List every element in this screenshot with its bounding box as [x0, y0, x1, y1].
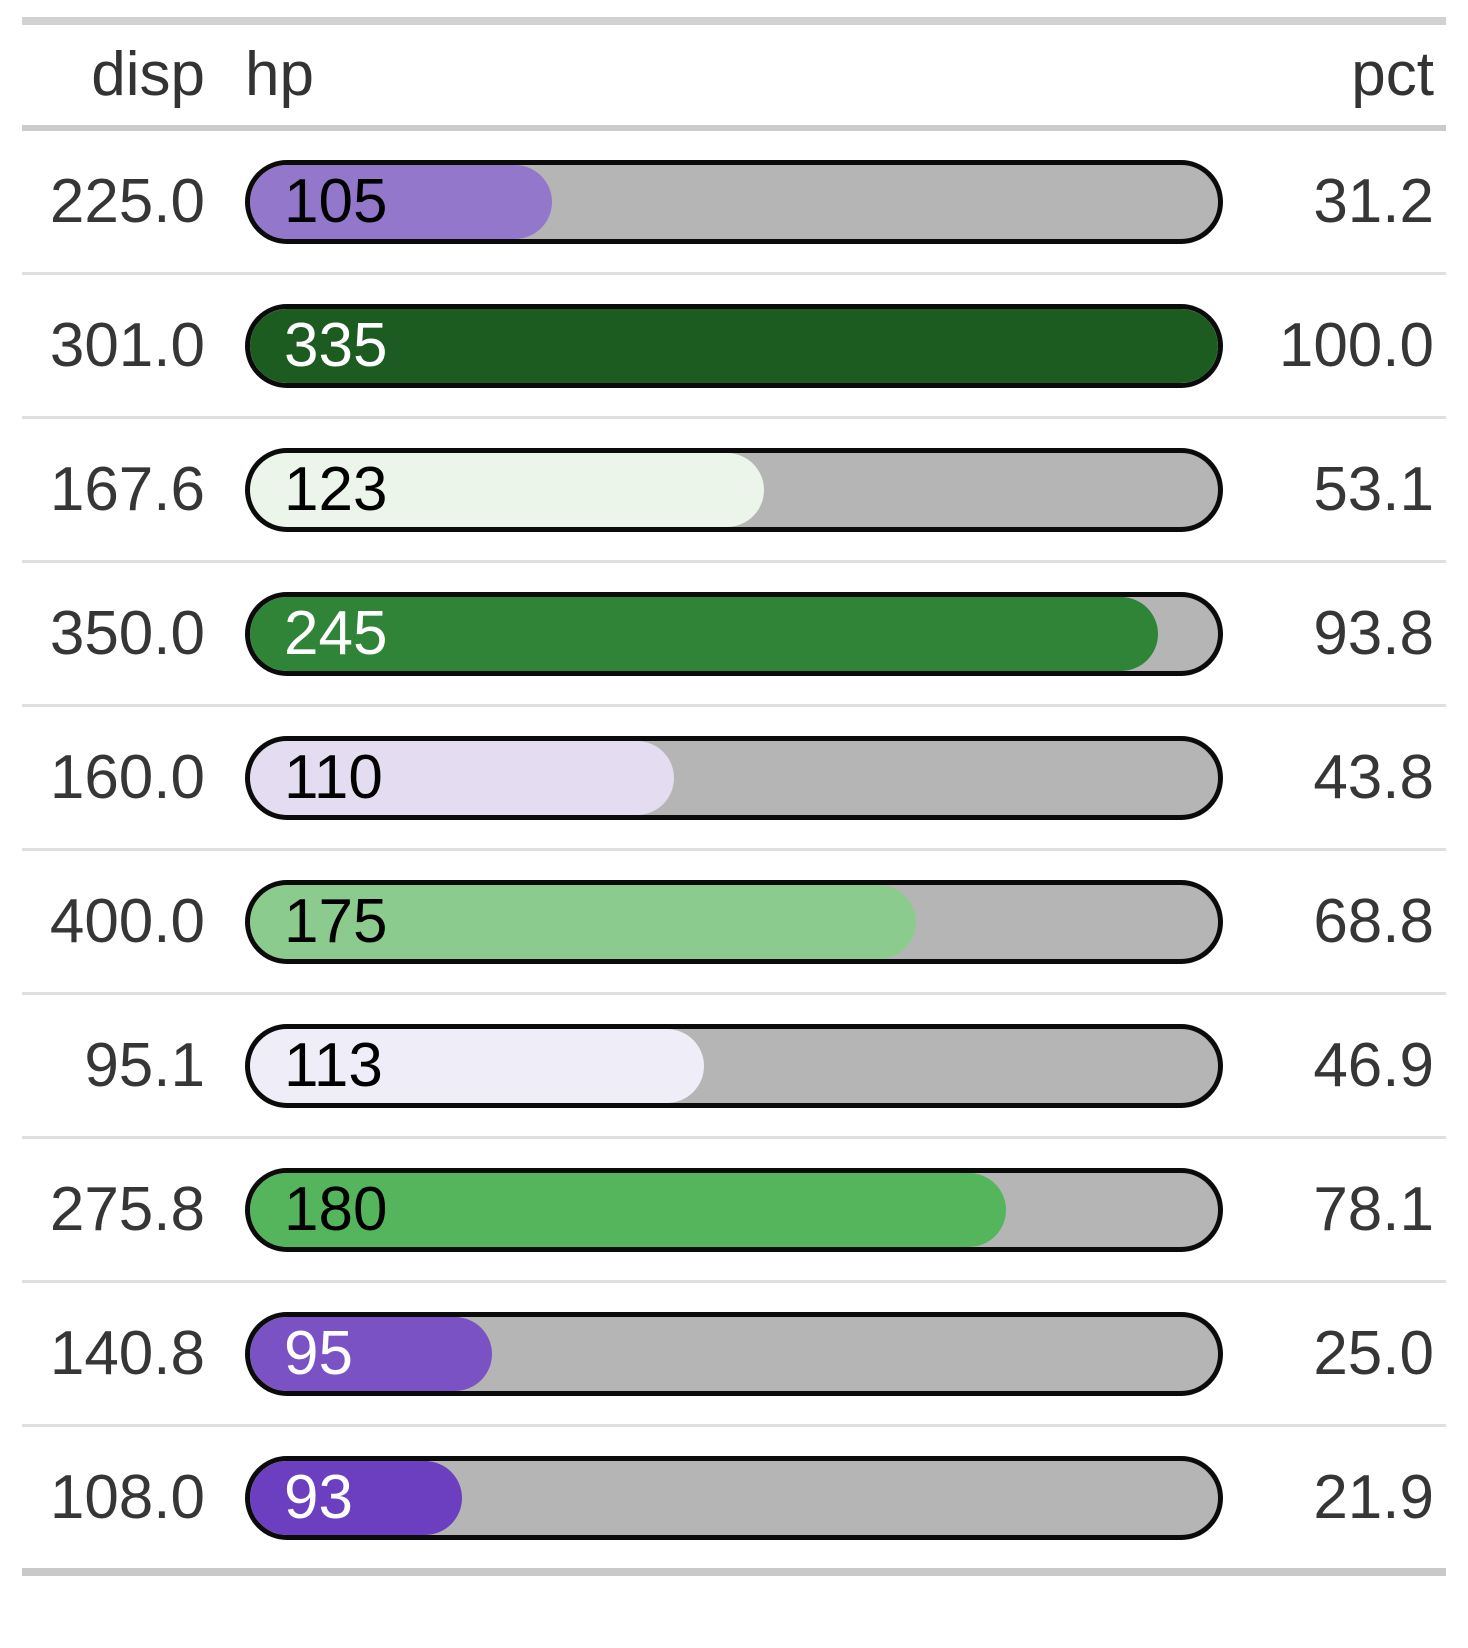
pct-value: 25.0 — [1313, 1318, 1434, 1388]
hp-value-label: 123 — [284, 454, 388, 524]
hp-bar-cell: 95 — [245, 1311, 1223, 1396]
hp-bar-cell: 123 — [245, 447, 1223, 532]
disp-value: 108.0 — [49, 1462, 205, 1532]
pct-value: 46.9 — [1313, 1030, 1434, 1100]
disp-value: 225.0 — [49, 166, 205, 236]
hp-bar-track: 113 — [245, 1023, 1223, 1108]
hp-bar-fill: 175 — [250, 884, 916, 959]
pct-value: 93.8 — [1313, 598, 1434, 668]
table-body: 225.0 105 31.2 301.0 335 100.0 167.6 — [0, 131, 1468, 1568]
column-header-disp: disp — [91, 40, 205, 109]
table-header-row: disp hp pct — [0, 25, 1468, 125]
hp-bar-fill: 335 — [250, 308, 1218, 383]
pct-value: 100.0 — [1278, 310, 1434, 380]
table: disp hp pct 225.0 105 31.2 301.0 335 100… — [0, 17, 1468, 1576]
pct-value: 43.8 — [1313, 742, 1434, 812]
disp-value: 95.1 — [84, 1030, 205, 1100]
hp-bar-fill: 180 — [250, 1172, 1006, 1247]
hp-value-label: 113 — [284, 1030, 383, 1100]
disp-value: 140.8 — [49, 1318, 205, 1388]
table-row: 275.8 180 78.1 — [0, 1139, 1468, 1280]
hp-bar-track: 93 — [245, 1455, 1223, 1540]
pct-value: 53.1 — [1313, 454, 1434, 524]
hp-value-label: 245 — [284, 598, 388, 668]
hp-bar-track: 245 — [245, 591, 1223, 676]
table-row: 95.1 113 46.9 — [0, 995, 1468, 1136]
hp-bar-cell: 93 — [245, 1455, 1223, 1540]
hp-bar-fill: 123 — [250, 452, 764, 527]
hp-bar-track: 335 — [245, 303, 1223, 388]
table-row: 301.0 335 100.0 — [0, 275, 1468, 416]
table-row: 167.6 123 53.1 — [0, 419, 1468, 560]
table-bottom-rule — [22, 1568, 1446, 1576]
row-separator — [22, 992, 1446, 995]
hp-bar-cell: 110 — [245, 735, 1223, 820]
hp-bar-fill: 113 — [250, 1028, 704, 1103]
hp-value-label: 180 — [284, 1174, 388, 1244]
column-header-hp: hp — [245, 40, 314, 109]
row-separator — [22, 1280, 1446, 1283]
disp-value: 275.8 — [49, 1174, 205, 1244]
pct-value: 68.8 — [1313, 886, 1434, 956]
hp-bar-track: 105 — [245, 159, 1223, 244]
row-separator — [22, 272, 1446, 275]
hp-value-label: 175 — [284, 886, 388, 956]
hp-bar-cell: 335 — [245, 303, 1223, 388]
hp-value-label: 105 — [284, 166, 388, 236]
hp-bar-cell: 180 — [245, 1167, 1223, 1252]
hp-bar-track: 95 — [245, 1311, 1223, 1396]
hp-value-label: 93 — [284, 1462, 353, 1532]
table-row: 108.0 93 21.9 — [0, 1427, 1468, 1568]
pct-value: 31.2 — [1313, 166, 1434, 236]
disp-value: 350.0 — [49, 598, 205, 668]
hp-bar-track: 123 — [245, 447, 1223, 532]
hp-bar-fill: 95 — [250, 1316, 492, 1391]
row-separator — [22, 704, 1446, 707]
row-separator — [22, 560, 1446, 563]
row-separator — [22, 416, 1446, 419]
hp-bar-track: 175 — [245, 879, 1223, 964]
hp-bar-cell: 113 — [245, 1023, 1223, 1108]
hp-bar-fill: 245 — [250, 596, 1158, 671]
table-row: 350.0 245 93.8 — [0, 563, 1468, 704]
hp-bar-fill: 93 — [250, 1460, 462, 1535]
table-row: 140.8 95 25.0 — [0, 1283, 1468, 1424]
hp-bar-fill: 105 — [250, 164, 553, 239]
disp-value: 400.0 — [49, 886, 205, 956]
column-header-pct: pct — [1351, 40, 1434, 109]
row-separator — [22, 1136, 1446, 1139]
hp-bar-track: 110 — [245, 735, 1223, 820]
hp-bar-cell: 175 — [245, 879, 1223, 964]
hp-value-label: 95 — [284, 1318, 353, 1388]
table-row: 400.0 175 68.8 — [0, 851, 1468, 992]
pct-value: 21.9 — [1313, 1462, 1434, 1532]
hp-value-label: 335 — [284, 310, 388, 380]
disp-value: 160.0 — [49, 742, 205, 812]
header-bottom-rule — [22, 125, 1446, 131]
row-separator — [22, 1424, 1446, 1427]
disp-value: 301.0 — [49, 310, 205, 380]
table-row: 160.0 110 43.8 — [0, 707, 1468, 848]
hp-value-label: 110 — [284, 742, 383, 812]
hp-bar-cell: 245 — [245, 591, 1223, 676]
hp-bar-fill: 110 — [250, 740, 674, 815]
pct-value: 78.1 — [1313, 1174, 1434, 1244]
hp-bar-cell: 105 — [245, 159, 1223, 244]
row-separator — [22, 848, 1446, 851]
table-row: 225.0 105 31.2 — [0, 131, 1468, 272]
hp-bar-track: 180 — [245, 1167, 1223, 1252]
disp-value: 167.6 — [49, 454, 205, 524]
table-top-rule — [22, 17, 1446, 25]
